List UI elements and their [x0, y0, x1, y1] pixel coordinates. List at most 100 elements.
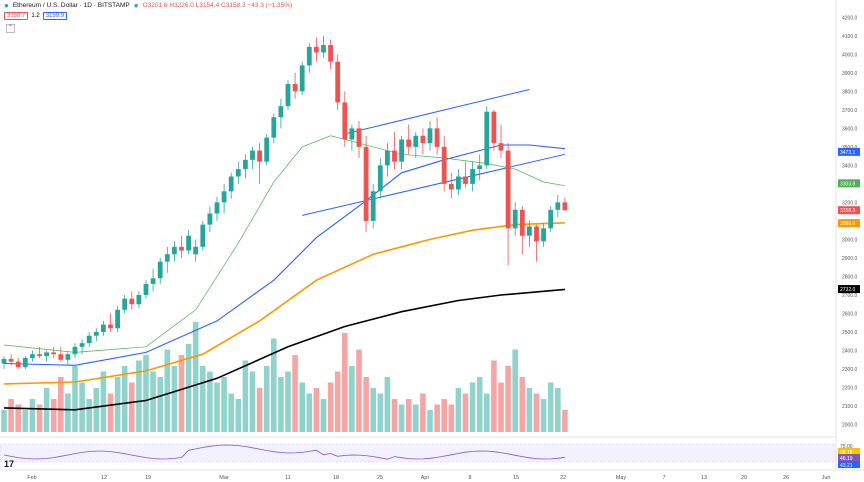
ma50-line: [3, 144, 565, 366]
rsi-label: 38.78: [840, 450, 853, 456]
x-tick-label: 20: [741, 475, 747, 481]
candle-body: [44, 352, 49, 357]
volume-bar: [299, 382, 305, 432]
volume-bar: [377, 393, 384, 432]
candle-body: [484, 111, 490, 166]
volume-bar: [363, 377, 369, 432]
live-dot-icon: ●: [133, 0, 139, 10]
volume-bar: [235, 399, 242, 432]
volume-bar: [498, 382, 504, 432]
candle-body: [363, 146, 369, 221]
y-tick-label: 2800.0: [842, 274, 858, 280]
candle-body: [207, 213, 213, 225]
candle-body: [30, 354, 35, 358]
candle-body: [314, 46, 319, 53]
candle-body: [243, 159, 248, 170]
volume-bar: [207, 371, 213, 432]
candle-body: [143, 283, 149, 295]
volume-bar: [192, 322, 199, 432]
candle-body: [15, 361, 21, 368]
volume-bar: [505, 366, 511, 432]
candle-body: [321, 45, 326, 53]
ma200-line: [3, 288, 565, 411]
candle-body: [93, 332, 99, 336]
volume-bar: [65, 393, 71, 432]
sell-button[interactable]: 3158.7: [4, 12, 29, 20]
candle-body: [193, 246, 199, 255]
candle-body: [179, 246, 184, 251]
rsi-label-box: [838, 454, 860, 461]
candle-body: [1, 358, 7, 364]
candle-body: [406, 139, 412, 147]
rsi-label-box: [838, 461, 860, 468]
collapse-chevron-icon[interactable]: ⌃: [6, 24, 15, 33]
y-tick-label: 3400.0: [842, 163, 858, 169]
candle-body: [58, 354, 64, 360]
candle-body: [228, 176, 234, 192]
rsi-label: 75.00: [840, 444, 853, 450]
volume-bar: [150, 371, 156, 432]
buy-button[interactable]: 3159.9: [42, 12, 68, 20]
candle-body: [122, 298, 128, 310]
price-label-box: [838, 179, 860, 188]
candle-body: [562, 202, 568, 211]
spread-value: 1.2: [31, 13, 40, 19]
price-label-box: [838, 147, 860, 156]
price-label-box: [838, 285, 860, 294]
volume-bar: [462, 393, 469, 432]
candle-body: [79, 343, 85, 347]
candle-body: [377, 165, 383, 192]
volume-bar: [228, 393, 234, 432]
x-tick-label: 11: [285, 475, 291, 481]
candle-body: [534, 226, 539, 242]
volume-bar: [384, 377, 391, 432]
volume-bar: [320, 399, 327, 432]
candle-body: [271, 117, 277, 138]
volume-bar: [512, 349, 518, 432]
candle-body: [101, 324, 106, 333]
volume-bar: [72, 366, 78, 432]
price-label: 3158.3: [840, 208, 856, 214]
price-label-box: [838, 206, 860, 215]
candle-body: [285, 83, 291, 107]
y-tick-label: 3600.0: [842, 126, 858, 132]
volume-bar: [476, 377, 483, 432]
market-status-icon: ●: [4, 0, 9, 10]
volume-bar: [356, 349, 362, 432]
trade-buttons: 3158.7 1.2 3159.9: [4, 12, 68, 20]
volume-bar: [164, 349, 171, 432]
symbol-title[interactable]: Ethereum / U.S. Dollar · 1D · BITSTAMP: [12, 2, 130, 9]
price-label-box: [838, 219, 860, 228]
volume-bar: [221, 377, 227, 432]
candle-body: [498, 143, 504, 151]
volume-bar: [129, 382, 135, 432]
x-tick-label: May: [616, 475, 627, 481]
candle-body: [463, 176, 468, 184]
candle-body: [456, 176, 461, 190]
candle-body: [108, 324, 113, 329]
y-tick-label: 2700.0: [842, 293, 858, 299]
volume-bar: [547, 382, 554, 432]
y-tick-label: 2900.0: [842, 256, 858, 262]
volume-bar: [178, 355, 185, 432]
y-tick-label: 3800.0: [842, 89, 858, 95]
volume-bar: [427, 410, 433, 432]
price-label: 3303.8: [840, 181, 856, 187]
x-tick-label: 25: [377, 475, 383, 481]
candle-body: [86, 335, 92, 344]
ohlc-readout: O3201.6 H3226.0 L3154.4 C3158.3 −43.3 (−…: [142, 2, 293, 9]
volume-bar: [526, 388, 533, 432]
volume-bar: [93, 388, 100, 432]
volume-bar: [100, 371, 107, 432]
volume-bar: [441, 399, 447, 432]
price-label: 2732.0: [840, 287, 856, 293]
candle-body: [349, 128, 355, 140]
rsi-label: 43.21: [840, 463, 853, 469]
candle-body: [306, 46, 312, 66]
candle-body: [129, 298, 135, 305]
candle-body: [157, 261, 163, 279]
volume-bar: [455, 388, 462, 432]
volume-bar: [214, 382, 220, 432]
volume-bar: [36, 404, 43, 432]
